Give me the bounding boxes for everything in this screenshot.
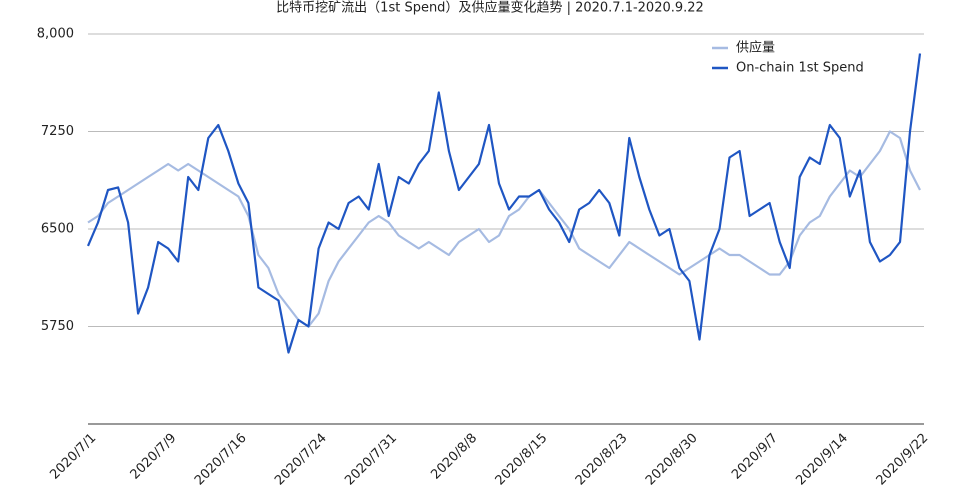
x-tick-label: 2020/9/14 (793, 431, 851, 488)
x-tick-label: 2020/8/8 (428, 431, 480, 483)
y-tick-label: 7250 (41, 124, 74, 139)
x-tick-label: 2020/7/16 (192, 431, 250, 488)
x-tick-label: 2020/7/24 (272, 431, 330, 488)
x-tick-label: 2020/9/22 (874, 431, 932, 488)
x-tick-label: 2020/7/9 (128, 431, 180, 483)
chart-title: 比特币挖矿流出（1st Spend）及供应量变化趋势 | 2020.7.1-20… (276, 0, 704, 16)
legend-label: On-chain 1st Spend (736, 61, 864, 76)
x-tick-label: 2020/8/30 (643, 431, 701, 488)
series-line (86, 53, 922, 354)
x-tick-label: 2020/9/7 (729, 431, 781, 483)
y-tick-label: 6500 (41, 222, 74, 237)
legend-label: 供应量 (736, 40, 775, 56)
x-tick-label: 2020/8/23 (573, 431, 631, 488)
series-line (87, 130, 921, 328)
y-tick-label: 5750 (41, 319, 74, 334)
y-tick-label: 8,000 (37, 27, 74, 42)
x-tick-label: 2020/7/1 (47, 431, 99, 483)
x-tick-label: 2020/8/15 (493, 431, 551, 488)
x-tick-label: 2020/7/31 (342, 431, 400, 488)
